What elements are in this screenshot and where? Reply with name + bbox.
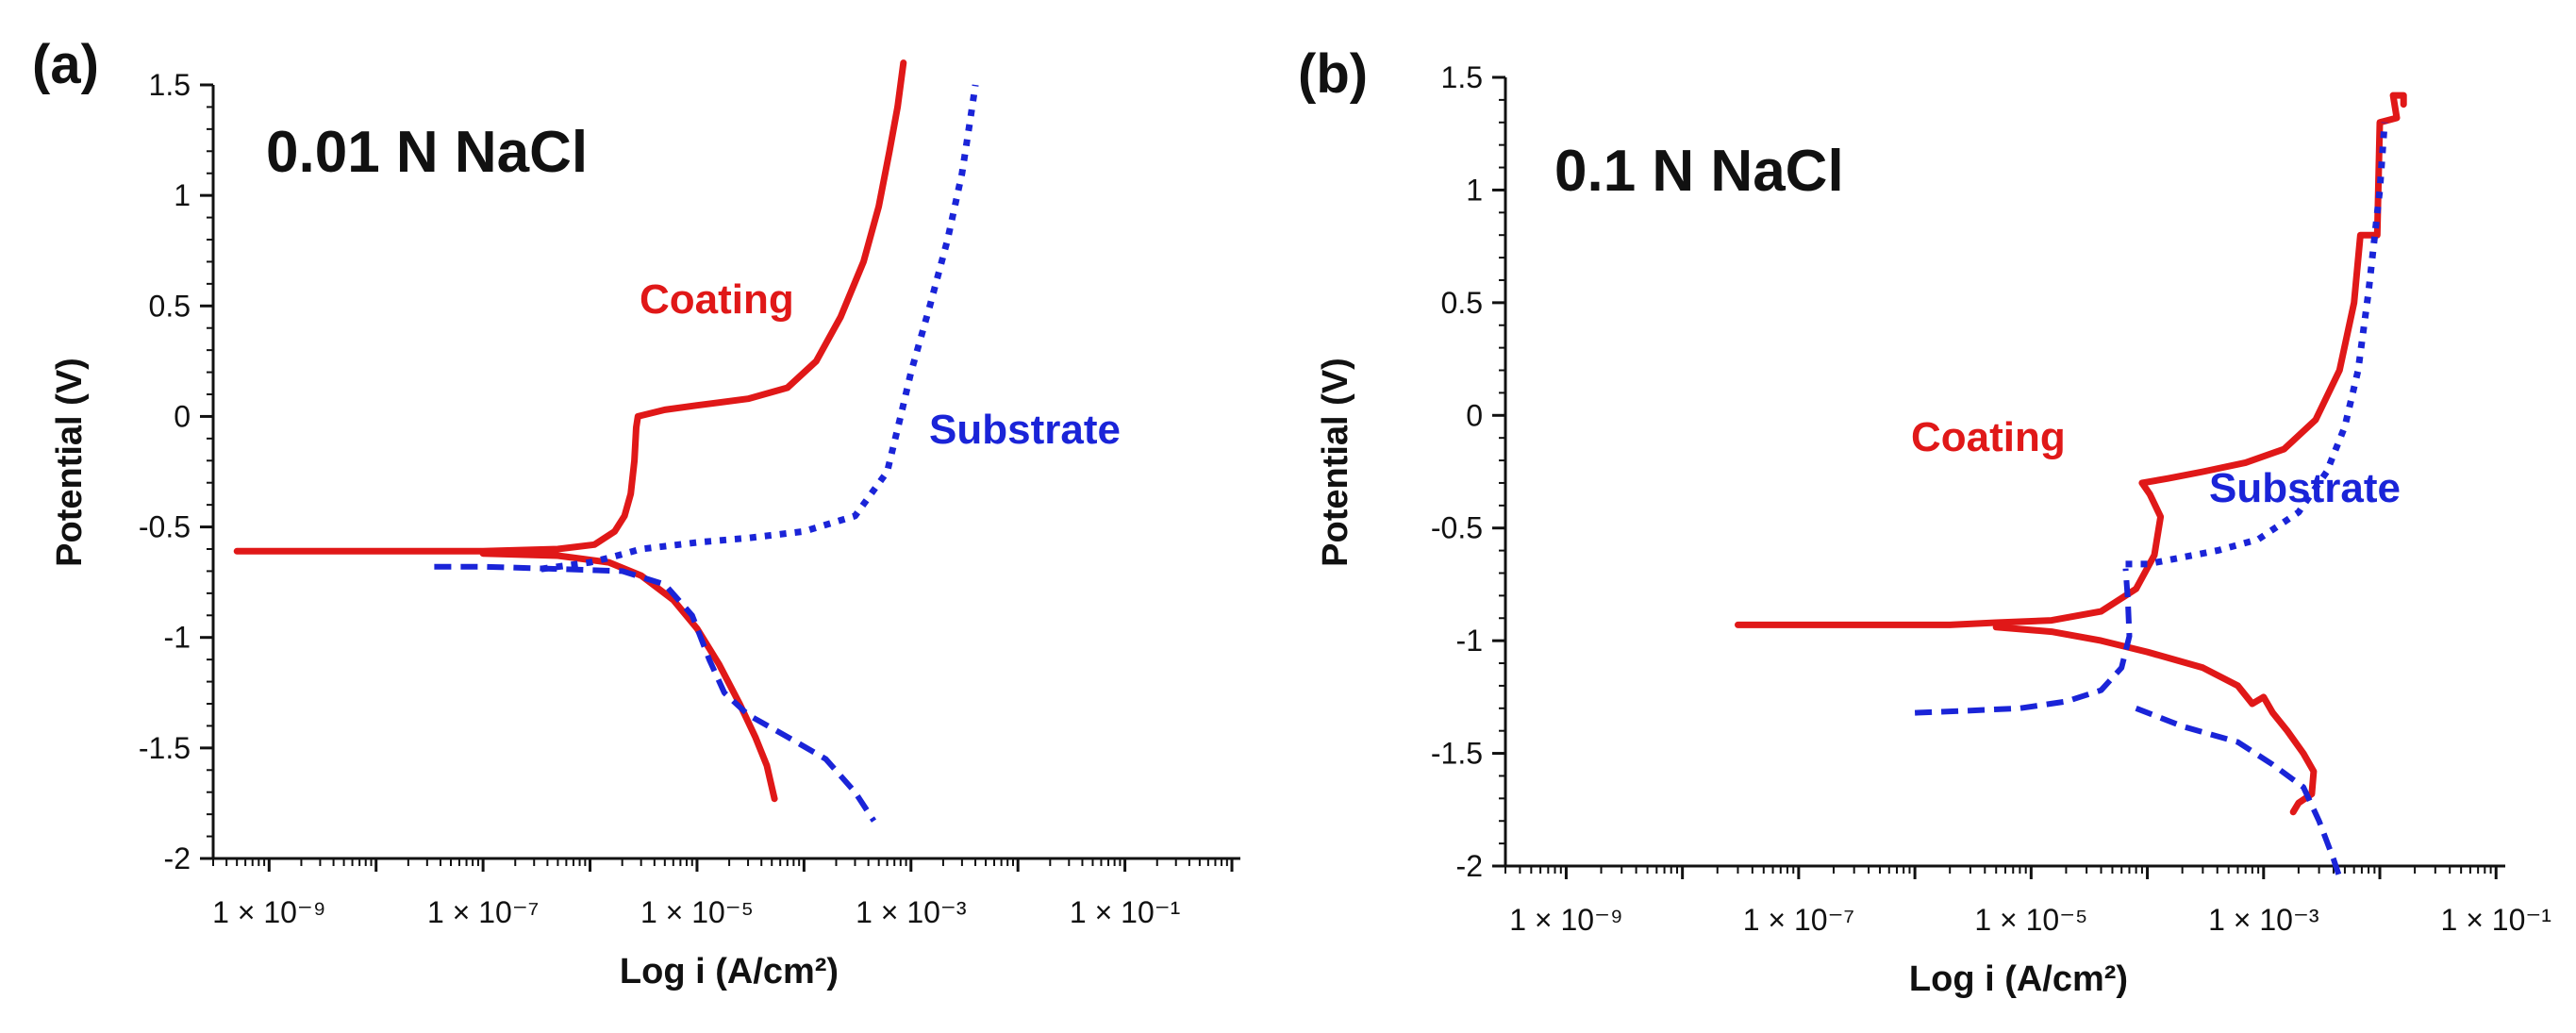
chart-panel-a: (a) 0.01 N NaCl Potential (V) Log i (A/c… bbox=[32, 34, 1240, 991]
y-tick-label: -0.5 bbox=[1431, 511, 1483, 545]
x-tick-label: 1 × 10⁻⁵ bbox=[640, 895, 754, 929]
y-tick-label: -1 bbox=[1456, 624, 1483, 658]
y-tick-label: -1 bbox=[164, 621, 191, 655]
substrate-curve bbox=[2135, 706, 2343, 878]
chart-panel-b: (b) 0.1 N NaCl Potential (V) Log i (A/cm… bbox=[1288, 0, 2576, 1033]
x-tick-label: 1 × 10⁻³ bbox=[2208, 903, 2319, 937]
y-tick-label: -1.5 bbox=[139, 731, 191, 765]
x-tick-label: 1 × 10⁻⁷ bbox=[427, 895, 539, 929]
y-axis-label: Potential (V) bbox=[1316, 358, 1355, 567]
y-tick-label: 1.5 bbox=[149, 68, 191, 102]
coating-curve bbox=[479, 550, 778, 803]
y-tick-label: -2 bbox=[164, 841, 191, 875]
y-tick-label: 1 bbox=[1466, 173, 1483, 207]
x-tick-label: 1 × 10⁻¹ bbox=[2441, 903, 2551, 937]
x-tick-label: 1 × 10⁻¹ bbox=[1070, 895, 1180, 929]
y-tick-label: -1.5 bbox=[1431, 737, 1483, 771]
y-tick-label: 1.5 bbox=[1441, 60, 1483, 94]
y-tick-label: 0 bbox=[174, 399, 191, 433]
condition-label: 0.01 N NaCl bbox=[266, 120, 588, 185]
x-axis-label: Log i (A/cm²) bbox=[1909, 959, 2128, 999]
y-tick-label: 0.5 bbox=[149, 289, 191, 323]
x-tick-label: 1 × 10⁻⁷ bbox=[1743, 903, 1854, 937]
x-tick-label: 1 × 10⁻⁹ bbox=[1509, 903, 1622, 937]
x-tick-label: 1 × 10⁻⁹ bbox=[212, 895, 325, 929]
y-axis-label: Potential (V) bbox=[50, 358, 90, 567]
x-axis-label: Log i (A/cm²) bbox=[620, 952, 839, 991]
y-tick-label: -0.5 bbox=[139, 510, 191, 544]
substrate-annotation: Substrate bbox=[2209, 465, 2401, 511]
polarization-chart-b: (b) 0.1 N NaCl Potential (V) Log i (A/cm… bbox=[1298, 43, 2551, 999]
substrate-curve bbox=[540, 84, 979, 573]
panel-label: (a) bbox=[32, 34, 99, 95]
panel-label: (b) bbox=[1298, 43, 1368, 105]
substrate-curve bbox=[2125, 122, 2388, 568]
substrate-curve bbox=[1914, 568, 2133, 716]
coating-curve bbox=[233, 59, 907, 555]
y-tick-label: 0.5 bbox=[1441, 286, 1483, 320]
coating-annotation: Coating bbox=[640, 276, 794, 323]
y-tick-label: -2 bbox=[1456, 849, 1483, 883]
condition-label: 0.1 N NaCl bbox=[1554, 139, 1844, 204]
x-tick-label: 1 × 10⁻³ bbox=[856, 895, 967, 929]
coating-curve bbox=[1992, 624, 2318, 816]
x-tick-label: 1 × 10⁻⁵ bbox=[1974, 903, 2087, 937]
substrate-curve bbox=[434, 563, 877, 823]
substrate-annotation: Substrate bbox=[929, 407, 1121, 453]
y-tick-label: 0 bbox=[1466, 398, 1483, 432]
coating-curve bbox=[1735, 92, 2407, 628]
y-tick-label: 1 bbox=[174, 178, 191, 212]
coating-annotation: Coating bbox=[1911, 414, 2066, 460]
polarization-chart-a: (a) 0.01 N NaCl Potential (V) Log i (A/c… bbox=[32, 34, 1240, 991]
